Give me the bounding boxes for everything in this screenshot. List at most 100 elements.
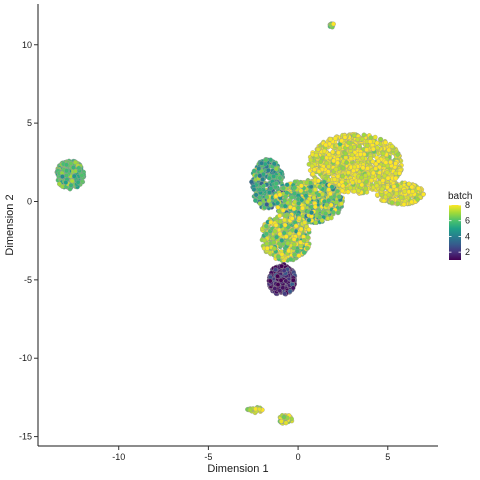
data-point [335,210,341,215]
data-point [393,175,399,181]
data-point [313,220,318,226]
data-point [395,201,401,207]
y-tick-label: -15 [19,432,32,442]
data-point [410,189,416,194]
cluster-7 [266,262,298,297]
data-point [294,248,300,254]
data-point [272,286,278,291]
x-tick-label: 0 [296,452,301,462]
data-point [283,213,288,219]
data-point [284,182,290,188]
data-point [308,157,314,163]
data-point [386,192,392,198]
data-point [331,158,337,164]
data-point [379,186,385,192]
data-point [336,194,342,200]
data-point [363,179,369,185]
data-point [279,238,285,243]
data-point [264,245,270,251]
cluster-3 [374,180,426,207]
data-point [393,161,399,166]
data-point [313,152,319,158]
data-point [274,234,279,240]
data-point [398,195,404,200]
data-point [309,163,315,169]
data-point [328,202,334,208]
data-point [281,217,287,223]
data-point [340,165,346,171]
cluster-0 [54,158,87,192]
data-point [273,222,279,228]
data-point [257,201,263,207]
data-point [253,406,259,412]
data-point [327,191,333,197]
data-point [326,164,331,170]
data-point [342,134,348,140]
data-point [325,169,331,175]
data-point [326,197,332,203]
data-point [376,174,382,180]
data-point [382,173,388,179]
data-point [388,159,393,165]
data-point [64,173,69,178]
data-point [257,173,263,179]
data-point [374,145,380,151]
data-point [272,228,278,234]
data-point [247,407,253,413]
data-point [281,268,287,274]
x-axis-title: Dimension 1 [207,463,268,475]
data-point [327,136,333,142]
data-point [79,173,85,178]
data-point [296,231,302,237]
data-point [409,199,415,205]
data-point [374,183,380,189]
data-point [277,219,283,225]
data-point [395,152,401,158]
data-point [365,165,370,171]
data-point [391,183,397,189]
data-point [71,165,76,170]
data-point [318,159,324,165]
y-tick-label: 0 [27,196,32,206]
data-point [334,199,339,205]
data-point [283,234,289,240]
data-point [374,140,380,146]
data-point [289,194,295,200]
data-point [420,191,426,197]
data-point [336,150,341,156]
data-point [355,137,361,143]
data-point [307,188,313,194]
data-point [364,147,370,153]
data-point [271,173,277,179]
data-point [251,168,257,174]
data-point [282,197,288,203]
data-point [299,197,305,203]
data-point [279,251,285,257]
data-point [385,175,391,181]
data-point [263,231,269,237]
data-point [298,188,304,194]
data-point [306,217,312,223]
data-point [374,192,380,198]
data-point [394,191,399,197]
data-point [277,231,283,237]
data-point [282,203,288,209]
data-point [296,215,302,221]
data-point [402,189,408,194]
data-point [351,188,357,194]
data-point [263,223,269,229]
data-point [287,288,293,294]
data-point [69,178,75,184]
data-point [347,185,353,191]
data-point [317,214,322,220]
data-point [328,215,334,221]
data-point [280,207,286,213]
data-point [370,170,376,176]
data-point [389,200,395,206]
cluster-9 [277,412,295,426]
data-point [257,195,263,201]
data-point [277,192,283,198]
data-point [383,140,388,146]
data-point [63,180,69,185]
data-point [380,151,386,156]
